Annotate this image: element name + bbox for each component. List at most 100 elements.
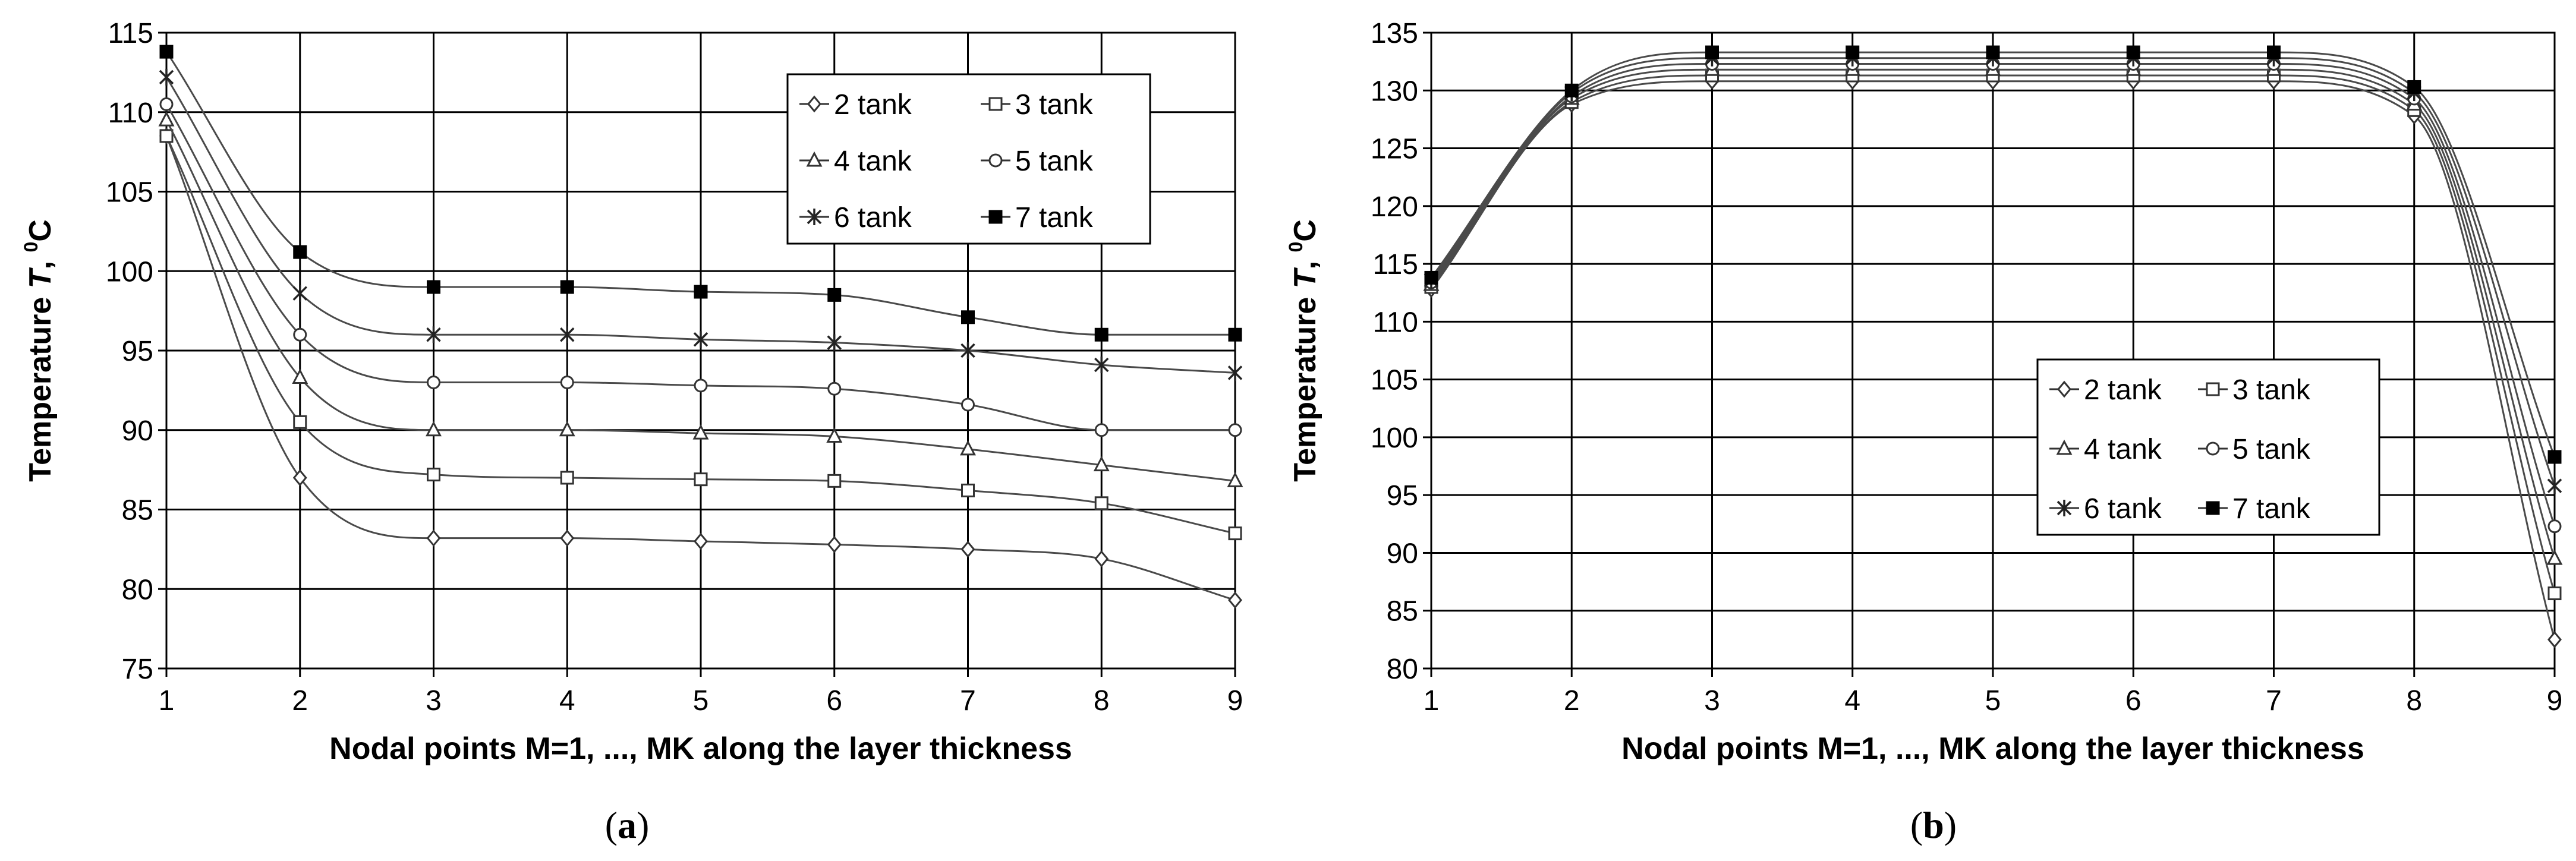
data-point xyxy=(1094,357,1109,374)
x-tick-label: 2 xyxy=(292,685,308,717)
data-point xyxy=(292,285,307,302)
y-tick-label: 80 xyxy=(122,574,153,605)
x-tick-label: 2 xyxy=(1564,685,1580,717)
data-point xyxy=(293,245,307,259)
x-tick-label: 7 xyxy=(960,685,976,717)
series-line xyxy=(1430,68,2556,559)
data-point xyxy=(158,111,175,127)
y-tick-label: 75 xyxy=(122,654,153,685)
data-point xyxy=(426,529,441,547)
legend-label: 4 tank xyxy=(2084,434,2162,465)
panel-label: (a) xyxy=(605,804,650,846)
series-7-tank xyxy=(159,45,1242,342)
x-tick-label: 7 xyxy=(2266,685,2282,717)
y-tick-label: 130 xyxy=(1371,75,1418,107)
legend: 2 tank 3 tank 4 tank 5 tank 6 tank 7 tank xyxy=(2036,358,2380,536)
y-axis-title-variable: T xyxy=(23,267,58,288)
legend-label: 5 tank xyxy=(1015,146,1094,177)
data-point xyxy=(694,532,708,550)
x-tick-label: 9 xyxy=(1227,685,1243,717)
legend-label: 6 tank xyxy=(834,202,912,234)
x-tick-label: 4 xyxy=(1844,685,1860,717)
data-point xyxy=(692,424,709,440)
y-tick-label: 90 xyxy=(1387,538,1418,569)
data-point xyxy=(694,472,708,487)
x-tick-label: 4 xyxy=(559,685,575,717)
x-tick-label: 5 xyxy=(1985,685,2001,717)
legend-label: 3 tank xyxy=(2232,374,2311,406)
legend-marker xyxy=(2057,380,2071,398)
panel-label-letter: b xyxy=(1923,804,1944,846)
x-axis-title: Nodal points M=1, ..., MK along the laye… xyxy=(329,731,1072,766)
data-point xyxy=(2126,45,2140,59)
legend-entry: 4 tank xyxy=(799,146,912,177)
legend-marker xyxy=(2206,441,2220,456)
data-point xyxy=(960,440,976,456)
data-point xyxy=(961,483,975,497)
legend-entry: 3 tank xyxy=(981,89,1094,121)
y-axis-title-unit: C xyxy=(23,219,58,242)
data-point xyxy=(827,334,842,351)
chart-panel-a: 75 80 85 90 95 100 105 110 115 1 2 3 4 5 6 7 8 9 Nodal poi… xyxy=(20,18,1243,846)
x-tick-label: 9 xyxy=(2547,685,2563,717)
data-point xyxy=(961,398,975,412)
data-point xyxy=(1094,423,1109,437)
legend-marker xyxy=(807,95,821,113)
data-point xyxy=(1094,496,1109,510)
series-line xyxy=(1430,57,2556,487)
data-point xyxy=(293,415,307,429)
data-point xyxy=(1227,364,1243,381)
y-tick-label: 95 xyxy=(122,336,153,367)
y-tick-label: 80 xyxy=(1387,654,1418,685)
series-line xyxy=(1430,80,2556,640)
legend-label: 7 tank xyxy=(1015,202,1094,234)
data-point xyxy=(2547,586,2562,601)
x-tick-label: 3 xyxy=(426,685,442,717)
panel-label-open: ( xyxy=(1910,804,1923,846)
series-7-tank xyxy=(1424,45,2562,464)
data-point xyxy=(693,331,708,348)
legend-entry: 6 tank xyxy=(2049,493,2162,525)
data-point xyxy=(827,536,842,553)
series-line xyxy=(1430,74,2556,594)
y-axis-title-prefix: Temperature xyxy=(23,288,58,482)
y-tick-label: 105 xyxy=(106,177,153,209)
data-point xyxy=(2267,45,2281,59)
legend: 2 tank 3 tank 4 tank 5 tank 6 tank 7 tank xyxy=(786,73,1151,245)
legend-label: 2 tank xyxy=(834,89,912,121)
data-point xyxy=(159,97,174,111)
data-point xyxy=(1564,83,1579,97)
data-point xyxy=(1227,472,1243,487)
y-tick-label: 95 xyxy=(1387,480,1418,512)
legend-entry: 6 tank xyxy=(799,202,912,234)
y-tick-label: 100 xyxy=(106,256,153,288)
legend-marker xyxy=(2206,382,2220,396)
data-point xyxy=(560,326,575,343)
x-tick-label: 3 xyxy=(1704,685,1720,717)
data-point xyxy=(560,280,574,294)
data-point xyxy=(1228,591,1242,609)
legend-entry: 5 tank xyxy=(981,146,1094,177)
data-point xyxy=(2546,549,2563,565)
data-point xyxy=(559,421,575,437)
x-tick-label: 1 xyxy=(159,685,175,717)
data-point xyxy=(694,379,708,393)
series-line xyxy=(165,135,1236,601)
y-tick-label: 105 xyxy=(1371,365,1418,396)
data-point xyxy=(1846,45,1860,59)
data-point xyxy=(560,471,574,485)
x-tick-label: 6 xyxy=(826,685,842,717)
x-tick-label: 6 xyxy=(2125,685,2142,717)
data-point xyxy=(1094,550,1109,567)
y-tick-label: 135 xyxy=(1371,18,1418,49)
y-tick-label: 100 xyxy=(1371,422,1418,454)
data-point xyxy=(961,342,975,359)
y-tick-label: 120 xyxy=(1371,191,1418,223)
y-axis-title-separator: , xyxy=(23,253,58,270)
legend-marker xyxy=(2056,439,2073,455)
y-axis-title-variable: T xyxy=(1288,267,1322,288)
gridlines xyxy=(1430,31,2556,670)
data-point xyxy=(1228,423,1242,437)
data-point xyxy=(961,310,975,324)
